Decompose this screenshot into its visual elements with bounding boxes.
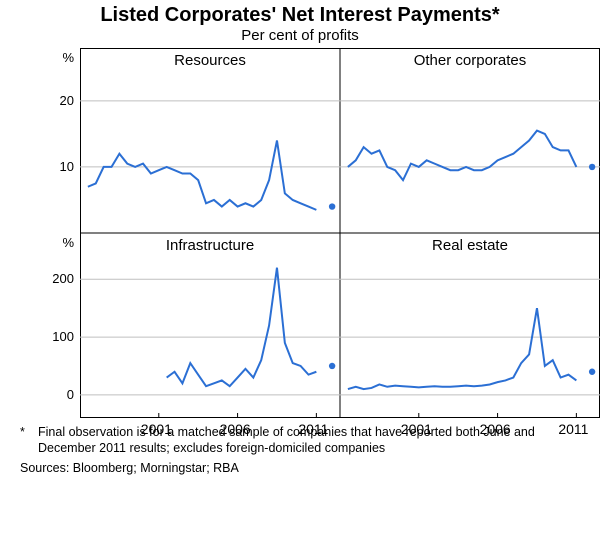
data-line-infrastructure bbox=[167, 268, 317, 387]
chart-title: Listed Corporates' Net Interest Payments… bbox=[0, 0, 600, 27]
y-tick-label: 100 bbox=[44, 329, 74, 344]
x-tick-label: 2011 bbox=[298, 421, 328, 437]
data-line-other-corporates bbox=[348, 131, 576, 181]
y-tick-label: 0 bbox=[44, 387, 74, 402]
final-dot-resources bbox=[329, 203, 335, 209]
panel-title-infrastructure: Infrastructure bbox=[80, 237, 340, 254]
chart-subtitle: Per cent of profits bbox=[0, 27, 600, 48]
final-dot-real-estate bbox=[589, 369, 595, 375]
x-tick-label: 2001 bbox=[401, 421, 432, 437]
final-dot-other-corporates bbox=[589, 164, 595, 170]
sources: Sources: Bloomberg; Morningstar; RBA bbox=[0, 459, 600, 477]
footnote-marker: * bbox=[20, 424, 38, 440]
data-line-resources bbox=[88, 141, 316, 210]
y-tick-label: 20 bbox=[44, 93, 74, 108]
x-tick-label: 2006 bbox=[480, 421, 511, 437]
y-tick-label: 200 bbox=[44, 271, 74, 286]
y-tick-label: 10 bbox=[44, 159, 74, 174]
x-tick-label: 2001 bbox=[141, 421, 172, 437]
panel-title-resources: Resources bbox=[80, 52, 340, 69]
final-dot-infrastructure bbox=[329, 363, 335, 369]
data-line-real-estate bbox=[348, 308, 576, 389]
panel-title-other-corporates: Other corporates bbox=[340, 52, 600, 69]
x-tick-label: 2006 bbox=[220, 421, 251, 437]
x-tick-label: 2011 bbox=[558, 421, 588, 437]
unit-label: % bbox=[44, 50, 74, 65]
unit-label: % bbox=[44, 235, 74, 250]
panel-title-real-estate: Real estate bbox=[340, 237, 600, 254]
chart-area: 1020%Resources1020%Other corporates01002… bbox=[80, 48, 600, 418]
